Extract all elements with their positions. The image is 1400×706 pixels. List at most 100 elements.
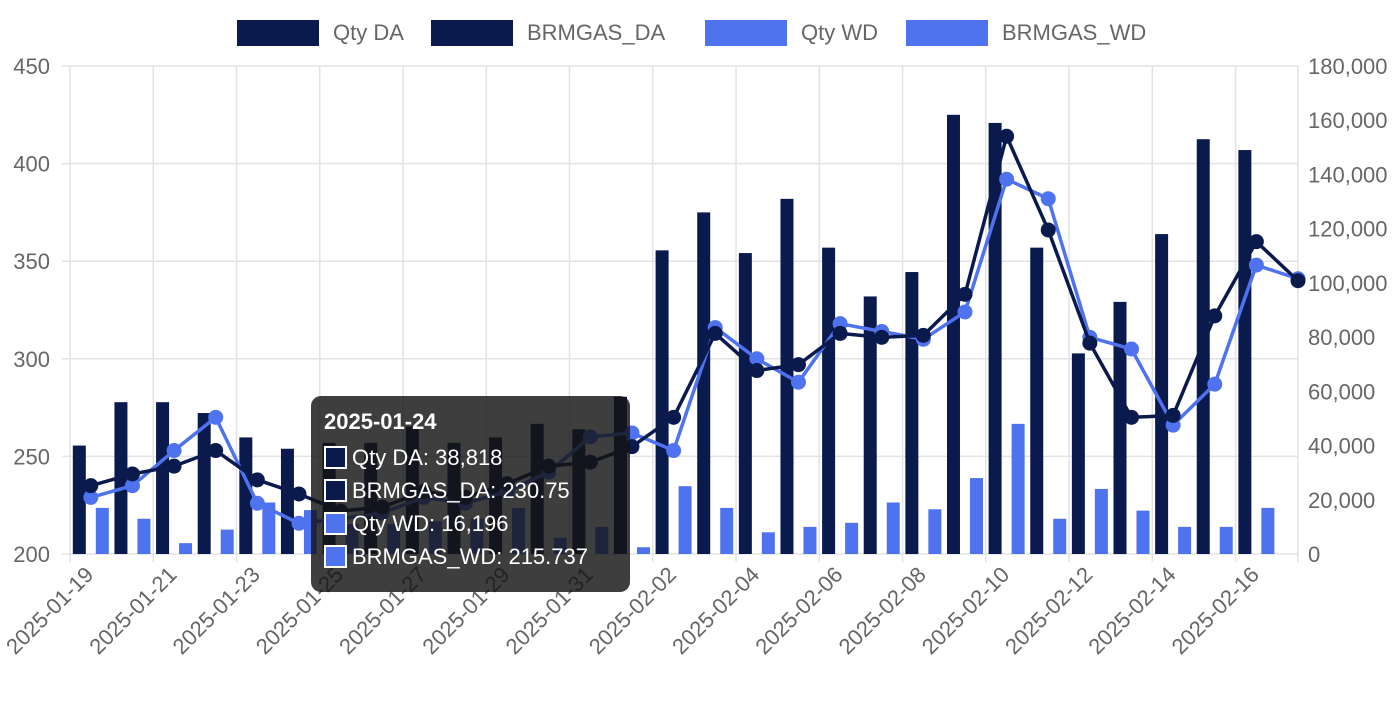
data-point [707, 325, 723, 341]
bar [969, 478, 983, 554]
data-point [124, 478, 140, 494]
data-point [666, 409, 682, 425]
tooltip-line: BRMGAS_WD: 215.737 [352, 544, 588, 569]
tooltip-line: Qty WD: 16,196 [352, 511, 509, 536]
y-right-tick-label: 20,000 [1308, 488, 1375, 513]
tooltip-title: 2025-01-24 [324, 409, 437, 434]
data-point [1207, 308, 1223, 324]
bar [738, 253, 752, 555]
y-right-tick-label: 60,000 [1308, 379, 1375, 404]
data-point [1123, 409, 1139, 425]
data-point [999, 128, 1015, 144]
data-point [915, 327, 931, 343]
bar [179, 543, 193, 554]
y-right-tick-label: 0 [1308, 542, 1320, 567]
bar [1178, 526, 1192, 554]
bar [905, 272, 919, 554]
bar [1011, 423, 1025, 554]
y-left-tick-label: 450 [13, 54, 50, 79]
data-point [1040, 222, 1056, 238]
data-point [166, 458, 182, 474]
bar [220, 529, 234, 554]
data-point [832, 325, 848, 341]
data-point [1290, 273, 1306, 289]
y-left-tick-label: 250 [13, 444, 50, 469]
y-right-tick-label: 160,000 [1308, 108, 1388, 133]
data-point [166, 443, 182, 459]
tooltip-swatch [324, 446, 347, 469]
data-point [1248, 234, 1264, 250]
data-point [208, 409, 224, 425]
bar [1238, 150, 1252, 555]
bar [239, 437, 253, 554]
data-point [1123, 341, 1139, 357]
tooltip-line: BRMGAS_DA: 230.75 [352, 478, 570, 503]
bar [1155, 234, 1169, 555]
data-point [83, 478, 99, 494]
data-point [291, 486, 307, 502]
data-point [1207, 376, 1223, 392]
bar [697, 212, 711, 554]
y-right-tick-label: 120,000 [1308, 217, 1388, 242]
bar [822, 247, 836, 554]
data-point [749, 351, 765, 367]
legend-label: BRMGAS_WD [1002, 20, 1146, 45]
bar [678, 486, 692, 554]
y-left-tick-label: 300 [13, 347, 50, 372]
data-point [291, 515, 307, 531]
bar [72, 445, 86, 554]
x-tick-label: 2025-01-21 [84, 562, 181, 659]
bar [1136, 510, 1150, 554]
bar [845, 522, 859, 554]
y-right-tick-label: 180,000 [1308, 54, 1388, 79]
bar [863, 296, 877, 554]
bar [761, 532, 775, 554]
bar [1094, 488, 1108, 554]
x-tick-label: 2025-02-12 [1000, 562, 1097, 659]
grid [62, 65, 1299, 562]
tooltip-line: Qty DA: 38,818 [352, 445, 502, 470]
data-point [790, 357, 806, 373]
y-right-tick-label: 80,000 [1308, 325, 1375, 350]
data-point [1165, 407, 1181, 423]
y-left-tick-label: 400 [13, 152, 50, 177]
data-point [957, 304, 973, 320]
tooltip-swatch [324, 479, 347, 502]
bar [156, 402, 170, 554]
data-point [790, 374, 806, 390]
data-point [124, 466, 140, 482]
tooltip-swatch [324, 545, 347, 568]
bar [928, 509, 942, 554]
data-point [749, 363, 765, 379]
bar [1261, 507, 1275, 554]
bar [946, 114, 960, 555]
bar [636, 547, 650, 554]
bar [655, 250, 669, 554]
bar [720, 507, 734, 554]
y-right-tick-label: 40,000 [1308, 434, 1375, 459]
data-point [208, 443, 224, 459]
x-tick-label: 2025-02-14 [1083, 562, 1180, 659]
legend-label: Qty WD [801, 20, 878, 45]
data-point [874, 329, 890, 345]
bar [280, 448, 294, 554]
data-point [1082, 335, 1098, 351]
bar [1113, 301, 1127, 554]
x-tick-label: 2025-02-06 [750, 562, 847, 659]
legend-swatch [906, 20, 988, 46]
legend-swatch [431, 20, 513, 46]
y-right-tick-label: 100,000 [1308, 271, 1388, 296]
bar [95, 507, 109, 554]
x-tick-label: 2025-02-04 [667, 562, 764, 659]
legend-swatch [237, 20, 319, 46]
bar [1219, 526, 1233, 554]
bar [988, 122, 1002, 554]
y-left-tick-label: 200 [13, 542, 50, 567]
tooltip: 2025-01-24 Qty DA: 38,818 BRMGAS_DA: 230.7… [311, 396, 630, 592]
legend-label: Qty DA [333, 20, 404, 45]
data-point [249, 495, 265, 511]
data-point [83, 489, 99, 505]
bar [197, 413, 211, 554]
